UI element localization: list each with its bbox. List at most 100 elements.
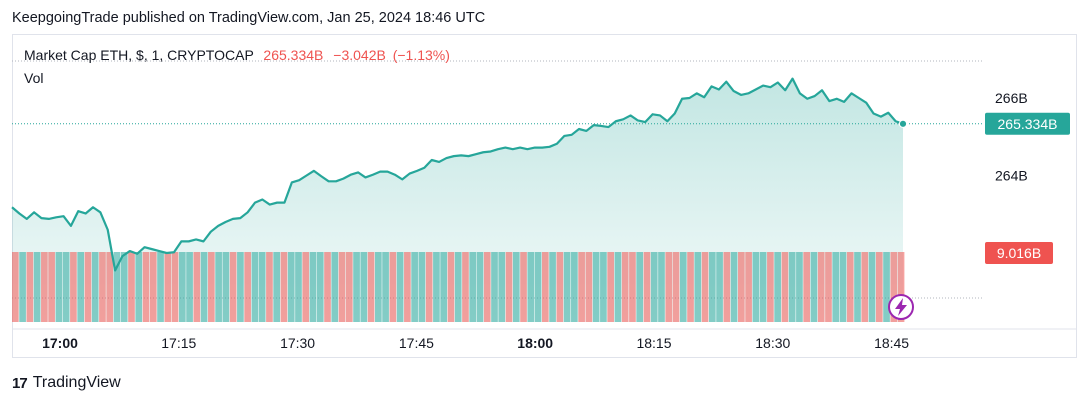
volume-bar — [527, 252, 535, 322]
volume-bar — [367, 252, 375, 322]
x-tick-label: 17:00 — [42, 335, 78, 351]
volume-bar — [839, 252, 847, 322]
volume-bar — [614, 252, 622, 322]
volume-bar — [353, 252, 360, 322]
volume-bar — [375, 252, 382, 322]
volume-bar — [302, 252, 310, 322]
volume-bar — [534, 252, 542, 322]
volume-bar — [237, 252, 244, 322]
volume-bar — [832, 252, 840, 322]
volume-bar — [738, 252, 745, 322]
volume-bar — [273, 252, 281, 322]
volume-bar — [106, 252, 114, 322]
volume-bar — [208, 252, 215, 322]
volume-bar — [679, 252, 687, 322]
chart-frame — [12, 34, 1077, 358]
x-tick-label: 18:45 — [874, 335, 909, 351]
volume-bar — [672, 252, 680, 322]
volume-bar — [55, 252, 63, 322]
volume-bar — [200, 252, 208, 322]
legend-last-value: 265.334B — [263, 47, 324, 63]
volume-legend-label: Vol — [24, 70, 44, 86]
volume-bar — [41, 252, 48, 322]
published-caption: KeepgoingTrade published on TradingView.… — [12, 10, 486, 26]
volume-bar — [498, 252, 506, 322]
volume-bar — [767, 252, 774, 322]
volume-bar — [316, 252, 324, 322]
volume-bar — [549, 252, 556, 322]
volume-bar — [868, 252, 876, 322]
volume-bar — [62, 252, 70, 322]
volume-bar — [12, 252, 19, 322]
volume-bar — [287, 252, 295, 322]
last-price-dot — [898, 119, 908, 128]
volume-bar — [512, 252, 520, 322]
volume-bar — [462, 252, 469, 322]
tradingview-logo-icon: 17 — [12, 374, 28, 392]
volume-bar — [309, 252, 317, 322]
volume-bar — [258, 252, 266, 322]
volume-bar — [244, 252, 251, 322]
volume-bar — [215, 252, 222, 322]
volume-bar — [854, 252, 861, 322]
volume-bar — [266, 252, 273, 322]
volume-bar — [578, 252, 585, 322]
volume-bar — [752, 252, 760, 322]
volume-bar — [142, 252, 150, 322]
brand-name: TradingView — [32, 374, 121, 391]
volume-bar — [600, 252, 607, 322]
volume-bar — [171, 252, 179, 322]
volume-bar — [164, 252, 172, 322]
brand-footer[interactable]: 17 TradingView — [12, 374, 121, 392]
legend: Market Cap ETH, $, 1, CRYPTOCAP 265.334B… — [24, 47, 450, 63]
x-tick-label: 17:45 — [399, 335, 434, 351]
volume-bar — [796, 252, 803, 322]
volume-bar — [229, 252, 237, 322]
volume-bar — [19, 252, 26, 322]
volume-bar — [621, 252, 629, 322]
y-tick-label: 266B — [995, 90, 1028, 106]
volume-bar — [665, 252, 673, 322]
volume-bar — [650, 252, 658, 322]
volume-bar — [708, 252, 716, 322]
volume-bar — [759, 252, 767, 322]
volume-bar — [817, 252, 825, 322]
lightning-icon[interactable] — [888, 294, 914, 320]
volume-bar — [186, 252, 193, 322]
volume-bar — [846, 252, 854, 322]
volume-bar — [33, 252, 41, 322]
legend-change: −3.042B — [333, 47, 386, 63]
volume-bar — [723, 252, 731, 322]
volume-bar — [745, 252, 752, 322]
last-value-badge-label: 265.334B — [998, 116, 1058, 132]
volume-bar — [875, 252, 883, 322]
volume-bar — [295, 252, 302, 322]
volume-bar — [440, 252, 448, 322]
volume-bar — [91, 252, 99, 322]
x-tick-label: 17:15 — [161, 335, 196, 351]
volume-bar — [360, 252, 368, 322]
volume-bar — [120, 252, 128, 322]
volume-bar — [84, 252, 92, 322]
volume-bar — [636, 252, 644, 322]
volume-bar — [897, 252, 905, 322]
volume-bar — [861, 252, 869, 322]
x-tick-label: 18:00 — [517, 335, 553, 351]
volume-bar — [774, 252, 781, 322]
volume-bar — [345, 252, 353, 322]
volume-bar — [825, 252, 832, 322]
volume-bar — [425, 252, 433, 322]
volume-bar — [694, 252, 702, 322]
volume-bar — [193, 252, 201, 322]
volume-bar — [99, 252, 106, 322]
volume-bar — [26, 252, 34, 322]
volume-bar — [454, 252, 462, 322]
volume-bar — [128, 252, 135, 322]
volume-bar — [77, 252, 85, 322]
volume-value-badge-label: 9.016B — [997, 245, 1041, 261]
volume-bar — [803, 252, 811, 322]
last-value-badge — [985, 112, 1070, 135]
volume-bar — [389, 252, 397, 322]
volume-bar — [810, 252, 818, 322]
